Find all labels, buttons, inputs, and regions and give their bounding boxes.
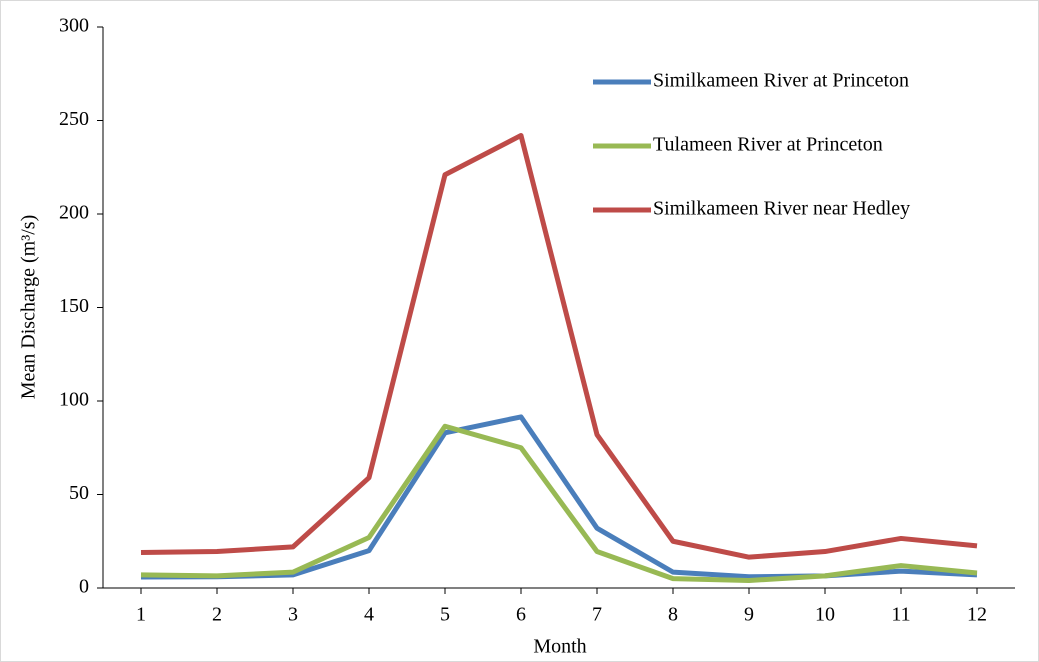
- x-tick-label: 12: [967, 604, 987, 626]
- y-tick-label: 200: [59, 202, 89, 224]
- y-tick-label: 300: [59, 15, 89, 37]
- x-tick-label: 7: [592, 604, 602, 626]
- x-tick-label: 6: [516, 604, 526, 626]
- y-tick-label: 0: [79, 576, 89, 598]
- x-tick-label: 3: [288, 604, 298, 626]
- y-tick-label: 100: [59, 389, 89, 411]
- series-line: [140, 423, 978, 584]
- x-axis-label: Month: [533, 636, 586, 658]
- y-tick-label: 50: [69, 482, 89, 504]
- y-tick-label: 150: [59, 295, 89, 317]
- x-tick-label: 8: [668, 604, 678, 626]
- x-tick-label: 9: [744, 604, 754, 626]
- legend-label: Similkameen River at Princeton: [653, 70, 909, 92]
- x-tick-label: 11: [891, 604, 910, 626]
- legend-label: Tulameen River at Princeton: [653, 134, 883, 156]
- x-tick-label: 2: [212, 604, 222, 626]
- x-tick-label: 5: [440, 604, 450, 626]
- x-tick-label: 1: [136, 604, 146, 626]
- y-tick-label: 250: [59, 108, 89, 130]
- y-axis-label: Mean Discharge (m³/s): [18, 215, 40, 399]
- legend-label: Similkameen River near Hedley: [653, 198, 910, 220]
- series-line: [140, 132, 978, 560]
- x-tick-label: 4: [364, 604, 374, 626]
- x-tick-label: 10: [815, 604, 835, 626]
